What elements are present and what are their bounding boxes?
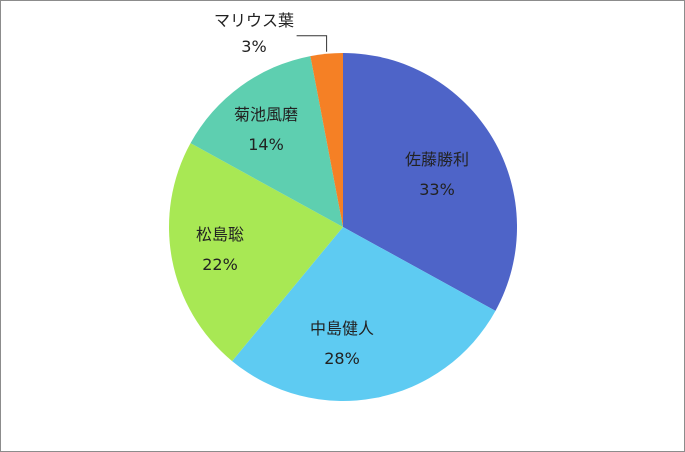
leader-line (296, 35, 328, 52)
pie-slice-4 (310, 53, 343, 227)
pie-slice-3 (190, 56, 343, 227)
slice-label-0: 佐藤勝利 (405, 150, 469, 169)
pie-slice-1 (232, 227, 496, 402)
slice-percent-2: 22% (202, 255, 238, 274)
slice-label-2: 松島聡 (196, 225, 244, 244)
slice-percent-3: 14% (248, 135, 284, 154)
slice-percent-4: 3% (241, 37, 266, 56)
pie-slice-2 (168, 143, 343, 362)
slice-percent-0: 33% (419, 180, 455, 199)
slice-percent-1: 28% (324, 349, 360, 368)
slice-label-4: マリウス葉 (214, 11, 294, 30)
slice-label-3: 菊池風磨 (234, 105, 298, 124)
pie-slice-0 (343, 52, 518, 311)
slice-label-1: 中島健人 (310, 319, 374, 338)
